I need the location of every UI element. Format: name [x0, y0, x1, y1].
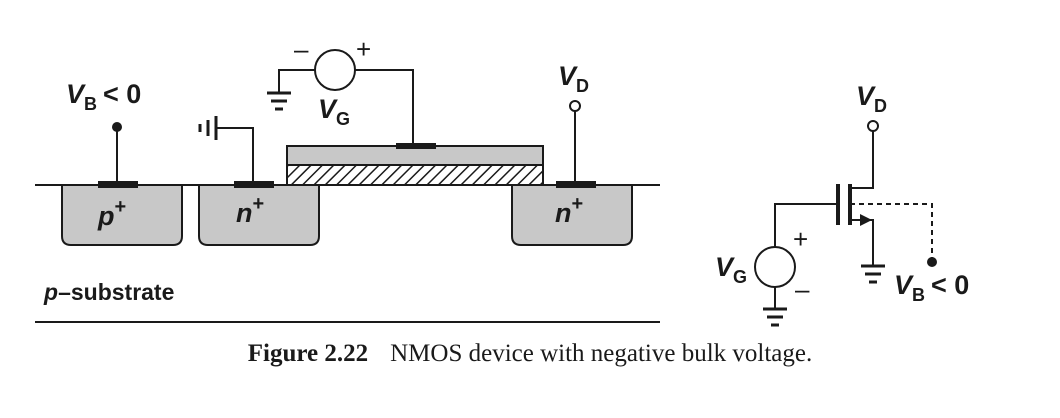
vg-plus-sign: + — [356, 34, 371, 64]
source-arrow-icon — [860, 214, 872, 226]
schematic-drain-node — [867, 120, 879, 132]
vg-voltage-source — [314, 49, 356, 91]
nmos-schematic-symbol: VD VB < 0 + – VG — [715, 81, 969, 327]
drain-contact — [556, 181, 596, 188]
bulk-contact — [98, 181, 138, 188]
substrate-label: p–substrate — [43, 279, 174, 305]
schematic-vd-label: VD — [856, 81, 887, 116]
drain-terminal-node — [569, 100, 581, 112]
source-ground-icon — [198, 116, 218, 140]
gate-source-ground-icon — [267, 91, 291, 111]
vg-minus-sign: – — [294, 34, 309, 64]
figure-caption: Figure 2.22 NMOS device with negative bul… — [0, 340, 1060, 368]
gate-oxide — [286, 164, 544, 186]
nmos-cross-section-diagram: VB < 0 – + VG VD p+ n+ n+ p–substrate — [35, 34, 969, 327]
n-plus-source-label: n+ — [236, 193, 264, 228]
p-plus-bulk-well — [61, 184, 183, 246]
gate-contact — [396, 143, 436, 149]
n-plus-drain-well — [511, 184, 633, 246]
p-plus-label: p+ — [97, 196, 126, 231]
n-plus-drain-label: n+ — [555, 193, 583, 228]
schematic-vg-minus-sign: – — [795, 274, 810, 304]
bulk-terminal-dot — [112, 122, 122, 132]
schematic-bulk-node — [927, 257, 937, 267]
n-plus-source-well — [198, 184, 320, 246]
schematic-source-ground-icon — [861, 264, 885, 284]
figure-number: Figure 2.22 — [247, 340, 369, 367]
vd-label: VD — [558, 61, 589, 96]
schematic-vg-plus-sign: + — [793, 224, 808, 254]
schematic-vg-label: VG — [715, 252, 747, 287]
caption-text: NMOS device with negative bulk voltage. — [390, 340, 813, 367]
source-contact — [234, 181, 274, 188]
schematic-vg-source — [754, 246, 796, 288]
schematic-vg-ground-icon — [763, 307, 787, 327]
vb-label: VB < 0 — [66, 79, 141, 114]
vg-label: VG — [318, 94, 350, 129]
schematic-vb-label: VB < 0 — [894, 270, 969, 305]
